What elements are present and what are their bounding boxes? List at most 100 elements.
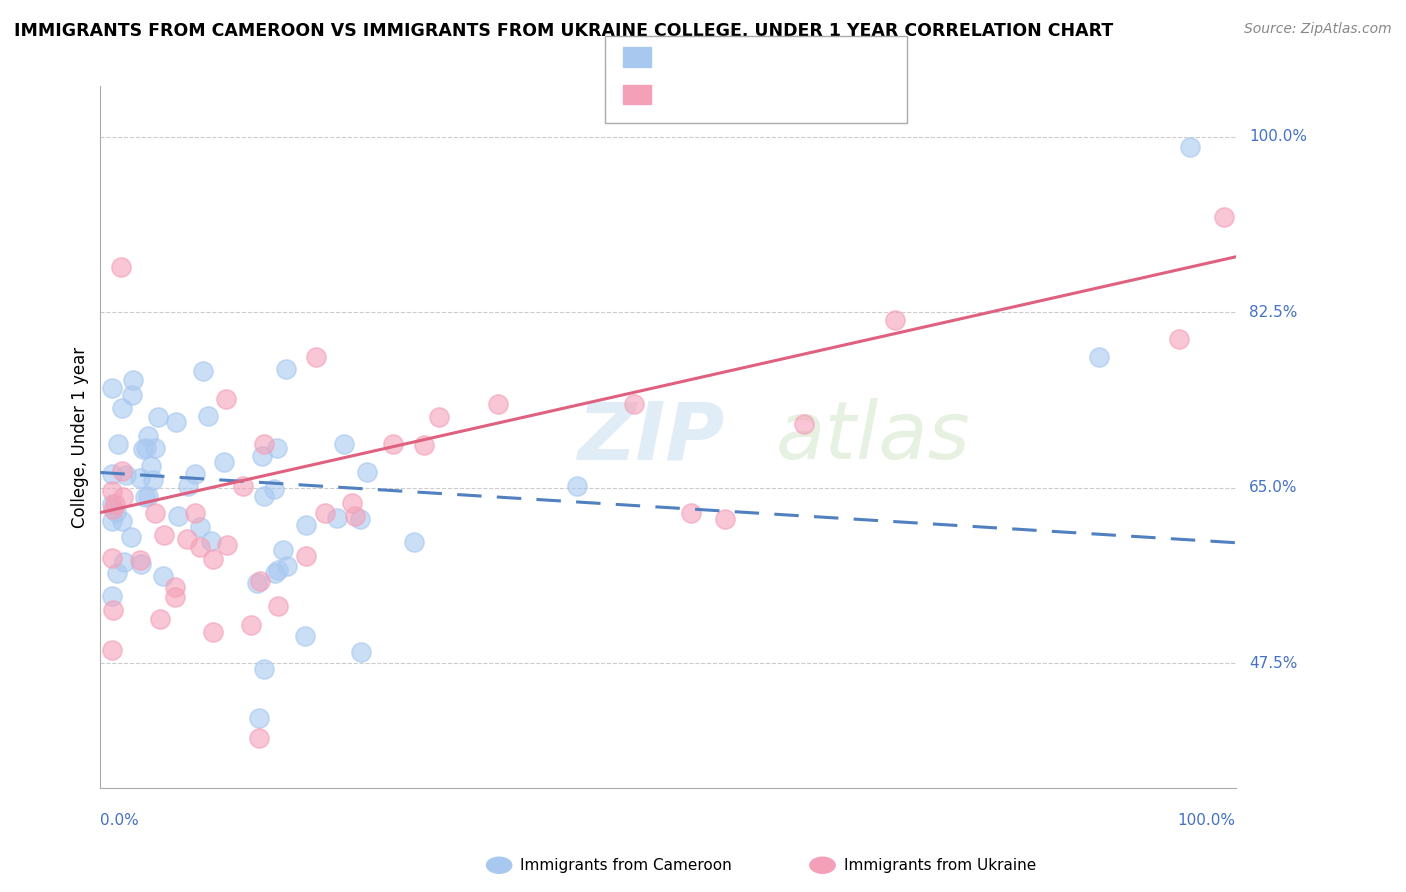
Point [100, 514, 122, 528]
Point [188, 541, 211, 555]
Point [110, 260, 132, 274]
Point [253, 437, 276, 451]
Point [135, 441, 157, 455]
Point [381, 437, 404, 451]
Text: ZIP: ZIP [576, 399, 724, 476]
Text: 59: 59 [830, 49, 851, 64]
Point [120, 530, 142, 544]
Point [253, 662, 276, 676]
Point [136, 429, 159, 443]
Point [201, 551, 224, 566]
Point [486, 397, 509, 411]
Text: R =: R = [658, 87, 692, 102]
Text: R =: R = [658, 49, 692, 64]
Point [340, 496, 363, 510]
Point [263, 482, 285, 496]
Point [105, 566, 128, 580]
Point [305, 350, 328, 364]
Point [356, 465, 378, 479]
Point [263, 566, 285, 580]
Text: N =: N = [783, 49, 817, 64]
Point [148, 409, 170, 424]
Point [271, 542, 294, 557]
Point [217, 538, 239, 552]
Point [142, 473, 165, 487]
Point [679, 506, 702, 520]
Point [267, 563, 290, 577]
Point [143, 442, 166, 456]
Point [215, 392, 238, 407]
Point [332, 437, 354, 451]
Point [413, 438, 436, 452]
Point [253, 489, 276, 503]
Point [104, 505, 127, 519]
Text: 100.0%: 100.0% [1178, 814, 1236, 829]
Point [139, 459, 162, 474]
Point [107, 437, 129, 451]
Point [100, 483, 122, 498]
Text: 65.0%: 65.0% [1249, 480, 1298, 495]
Point [132, 442, 155, 457]
Point [176, 532, 198, 546]
Point [184, 467, 207, 481]
Point [623, 397, 645, 411]
Point [188, 519, 211, 533]
Point [166, 508, 188, 523]
Point [314, 506, 336, 520]
Text: -0.087: -0.087 [703, 49, 758, 64]
Point [104, 497, 127, 511]
Point [101, 502, 124, 516]
Point [122, 373, 145, 387]
Text: Immigrants from Ukraine: Immigrants from Ukraine [844, 858, 1036, 872]
Point [247, 731, 270, 746]
Point [163, 580, 186, 594]
Text: 0.0%: 0.0% [100, 814, 139, 829]
Point [267, 599, 290, 613]
Point [121, 388, 143, 402]
Point [232, 478, 254, 492]
Point [100, 467, 122, 481]
Point [143, 506, 166, 520]
Text: atlas: atlas [776, 399, 970, 476]
Point [294, 629, 316, 643]
Point [343, 508, 366, 523]
Point [100, 590, 122, 604]
Point [404, 534, 426, 549]
Point [326, 511, 349, 525]
Text: N =: N = [783, 87, 817, 102]
Point [295, 549, 318, 564]
Point [249, 574, 271, 588]
Point [274, 361, 297, 376]
Point [246, 576, 269, 591]
Point [1167, 332, 1189, 346]
Point [111, 401, 134, 416]
Point [884, 312, 907, 326]
Point [184, 506, 207, 520]
Point [201, 624, 224, 639]
Point [1088, 350, 1111, 364]
Point [266, 441, 288, 455]
Point [152, 568, 174, 582]
Point [294, 517, 316, 532]
Point [111, 491, 134, 505]
Text: 47.5%: 47.5% [1249, 656, 1298, 671]
Point [250, 449, 273, 463]
Point [131, 557, 153, 571]
Text: IMMIGRANTS FROM CAMEROON VS IMMIGRANTS FROM UKRAINE COLLEGE, UNDER 1 YEAR CORREL: IMMIGRANTS FROM CAMEROON VS IMMIGRANTS F… [14, 22, 1114, 40]
Point [111, 464, 134, 478]
Text: 44: 44 [830, 87, 851, 102]
Point [565, 478, 588, 492]
Point [240, 618, 263, 632]
Point [100, 550, 122, 565]
Point [165, 591, 187, 605]
Point [136, 488, 159, 502]
Point [112, 555, 135, 569]
Text: 100.0%: 100.0% [1249, 129, 1308, 144]
Point [129, 553, 152, 567]
Point [427, 410, 450, 425]
Point [177, 479, 200, 493]
Point [100, 381, 122, 395]
Point [1178, 139, 1201, 153]
Point [214, 455, 236, 469]
Point [111, 514, 134, 528]
